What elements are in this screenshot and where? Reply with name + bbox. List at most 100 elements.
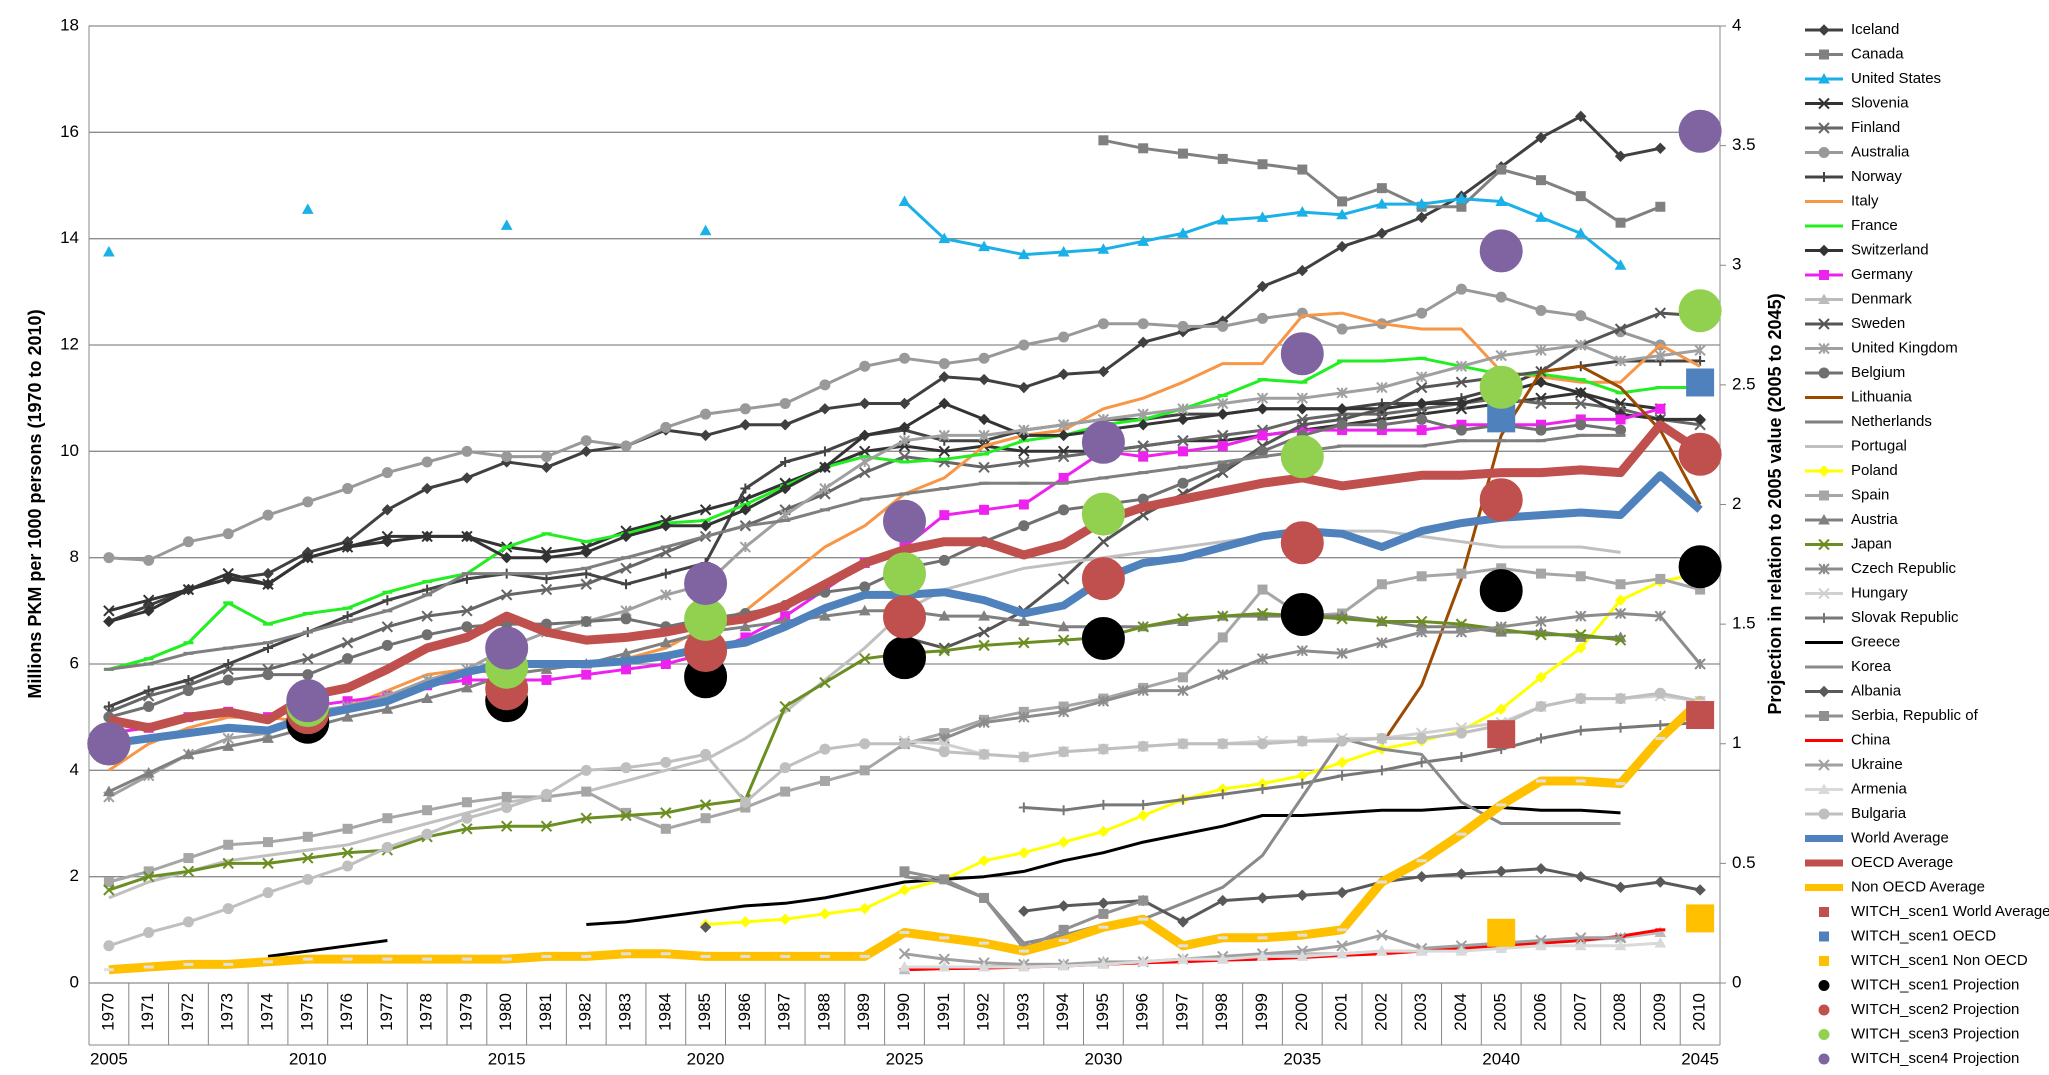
data-marker bbox=[1615, 414, 1626, 425]
data-marker bbox=[1336, 756, 1348, 769]
data-marker bbox=[500, 820, 513, 832]
data-marker bbox=[1455, 868, 1468, 880]
data-marker bbox=[859, 652, 871, 665]
data-marker bbox=[859, 360, 871, 372]
y-tick-label: 10 bbox=[60, 441, 79, 460]
data-marker bbox=[859, 397, 871, 410]
data-marker bbox=[660, 520, 672, 532]
data-marker bbox=[540, 583, 553, 596]
data-marker bbox=[1615, 217, 1626, 228]
x-tick-label: 1975 bbox=[297, 993, 316, 1031]
data-marker bbox=[1535, 779, 1546, 783]
data-marker bbox=[1376, 765, 1387, 776]
data-marker bbox=[222, 528, 234, 540]
x-tick-label: 1977 bbox=[377, 993, 396, 1031]
data-marker bbox=[1217, 153, 1228, 164]
data-marker bbox=[660, 545, 671, 549]
y-tick-label: 4 bbox=[70, 760, 79, 779]
data-marker bbox=[1416, 732, 1428, 744]
data-marker bbox=[1177, 916, 1189, 928]
data-marker bbox=[1614, 355, 1627, 367]
data-marker bbox=[182, 583, 195, 596]
data-marker bbox=[1455, 376, 1468, 388]
data-marker bbox=[143, 701, 155, 713]
data-marker bbox=[1177, 738, 1189, 750]
legend-marker bbox=[1819, 907, 1829, 917]
data-marker bbox=[660, 589, 672, 601]
legend-label: Japan bbox=[1851, 535, 1892, 552]
data-marker bbox=[1535, 344, 1547, 357]
data-marker bbox=[779, 419, 791, 431]
data-marker bbox=[1535, 568, 1546, 579]
data-marker bbox=[939, 874, 950, 885]
data-marker bbox=[1017, 615, 1030, 626]
legend-marker bbox=[1819, 172, 1829, 182]
data-marker bbox=[1376, 183, 1387, 194]
projection-marker bbox=[883, 636, 926, 680]
legend-marker bbox=[1818, 24, 1830, 36]
data-marker bbox=[422, 584, 433, 595]
legend-marker bbox=[1818, 587, 1830, 600]
projection-marker bbox=[1280, 332, 1324, 376]
data-marker bbox=[422, 593, 433, 597]
data-marker bbox=[263, 837, 274, 848]
data-marker bbox=[938, 397, 950, 410]
data-marker bbox=[1535, 862, 1547, 875]
data-marker bbox=[978, 855, 990, 867]
data-marker bbox=[978, 639, 990, 652]
data-marker bbox=[1655, 386, 1666, 390]
data-marker bbox=[859, 902, 871, 915]
data-marker bbox=[978, 626, 990, 638]
data-marker bbox=[1256, 652, 1269, 665]
data-marker bbox=[1018, 706, 1029, 717]
legend-label: Finland bbox=[1851, 119, 1900, 136]
data-marker bbox=[1256, 280, 1269, 293]
x-tick-label: 1973 bbox=[218, 993, 237, 1031]
data-marker bbox=[1455, 945, 1468, 956]
data-marker bbox=[1257, 430, 1268, 441]
data-marker bbox=[223, 839, 234, 850]
data-marker bbox=[461, 605, 473, 617]
legend-marker bbox=[1818, 685, 1830, 698]
data-marker bbox=[1456, 832, 1467, 836]
data-marker bbox=[1137, 809, 1149, 822]
data-marker bbox=[1615, 424, 1627, 436]
data-marker bbox=[1495, 942, 1508, 953]
x-tick-label: 1995 bbox=[1093, 993, 1112, 1031]
data-marker bbox=[1575, 419, 1587, 431]
data-marker bbox=[382, 595, 393, 606]
data-marker bbox=[1177, 465, 1188, 469]
legend-label: WITCH_scen1 Non OECD bbox=[1851, 952, 2028, 969]
data-marker bbox=[1336, 419, 1348, 431]
data-marker bbox=[700, 748, 712, 760]
data-marker bbox=[222, 903, 234, 915]
projection-marker bbox=[1678, 109, 1722, 153]
data-marker bbox=[1336, 886, 1348, 899]
data-marker bbox=[421, 629, 433, 641]
data-marker bbox=[1575, 642, 1587, 654]
data-marker bbox=[1217, 789, 1228, 800]
legend-label: WITCH_scen3 Projection bbox=[1851, 1025, 2019, 1042]
data-marker bbox=[1655, 201, 1666, 212]
data-marker bbox=[899, 866, 910, 877]
data-marker bbox=[1376, 419, 1388, 431]
data-marker bbox=[1217, 394, 1228, 398]
data-marker bbox=[1297, 933, 1308, 937]
x2-tick-label: 2030 bbox=[1084, 1049, 1122, 1068]
x-tick-label: 1990 bbox=[894, 993, 913, 1031]
data-marker bbox=[1695, 355, 1706, 366]
data-marker bbox=[1415, 211, 1428, 224]
data-marker bbox=[461, 621, 473, 633]
data-marker bbox=[859, 581, 871, 593]
data-marker bbox=[1694, 344, 1706, 357]
data-marker bbox=[461, 530, 473, 543]
data-marker bbox=[1138, 895, 1149, 906]
data-marker bbox=[501, 802, 513, 814]
data-marker bbox=[302, 873, 314, 885]
data-marker bbox=[938, 738, 950, 750]
data-marker bbox=[1614, 932, 1627, 944]
data-marker bbox=[739, 620, 752, 632]
data-marker bbox=[859, 445, 871, 458]
data-marker bbox=[1535, 376, 1547, 388]
data-marker bbox=[501, 572, 512, 576]
